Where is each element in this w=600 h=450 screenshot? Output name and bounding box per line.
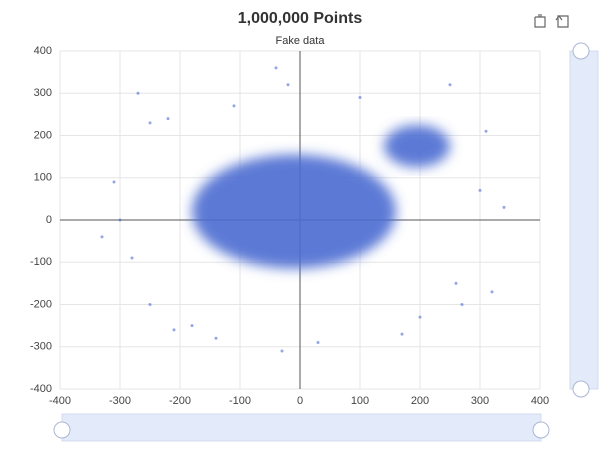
point <box>118 218 122 222</box>
point <box>214 336 218 340</box>
point <box>100 235 104 239</box>
slider-handle[interactable] <box>532 421 550 439</box>
point <box>400 332 404 336</box>
point <box>130 256 134 260</box>
point-cloud <box>384 124 450 168</box>
y-tick-label: -400 <box>30 383 52 395</box>
point <box>448 83 452 87</box>
x-tick-label: 300 <box>471 395 489 407</box>
point <box>502 205 506 209</box>
point <box>274 66 278 70</box>
y-tick-label: -200 <box>30 298 52 310</box>
point <box>460 303 464 306</box>
slider-track[interactable] <box>61 413 542 442</box>
point <box>232 104 236 108</box>
y-tick-label: 400 <box>34 45 52 57</box>
point <box>478 188 482 192</box>
y-tick-label: 200 <box>34 129 52 141</box>
point <box>280 349 284 353</box>
point <box>112 180 116 184</box>
x-tick-label: 400 <box>531 395 549 407</box>
point <box>484 129 488 133</box>
point <box>316 341 320 345</box>
x-tick-label: -200 <box>169 395 191 407</box>
point <box>148 303 152 306</box>
y-zoom-slider[interactable] <box>569 42 599 398</box>
point <box>490 290 494 294</box>
x-zoom-slider[interactable] <box>53 413 550 442</box>
slider-handle[interactable] <box>572 380 590 398</box>
y-tick-label: 100 <box>34 172 52 184</box>
x-tick-label: -400 <box>49 395 71 407</box>
point <box>418 315 422 319</box>
x-tick-label: 200 <box>411 395 429 407</box>
point <box>136 91 140 95</box>
point <box>166 117 170 121</box>
point <box>190 324 194 328</box>
slider-handle[interactable] <box>572 42 590 60</box>
point-cloud <box>192 154 396 269</box>
y-tick-label: 0 <box>46 214 52 226</box>
chart-title: 1,000,000 Points <box>238 10 363 27</box>
y-tick-label: -300 <box>30 341 52 353</box>
y-tick-label: -100 <box>30 256 52 268</box>
x-tick-label: 100 <box>351 395 369 407</box>
x-tick-label: -100 <box>229 395 251 407</box>
point <box>172 328 176 332</box>
toolbox[interactable] <box>534 14 569 28</box>
point <box>286 83 290 87</box>
point <box>148 121 152 125</box>
slider-handle[interactable] <box>53 421 71 439</box>
x-tick-label: -300 <box>109 395 131 407</box>
zoom-icon[interactable] <box>534 14 546 28</box>
restore-icon[interactable] <box>555 15 569 28</box>
slider-track[interactable] <box>569 50 599 390</box>
point <box>454 281 458 285</box>
chart-subtitle: Fake data <box>276 35 326 47</box>
x-tick-label: 0 <box>297 395 303 407</box>
point <box>358 95 362 99</box>
y-tick-label: 300 <box>34 87 52 99</box>
